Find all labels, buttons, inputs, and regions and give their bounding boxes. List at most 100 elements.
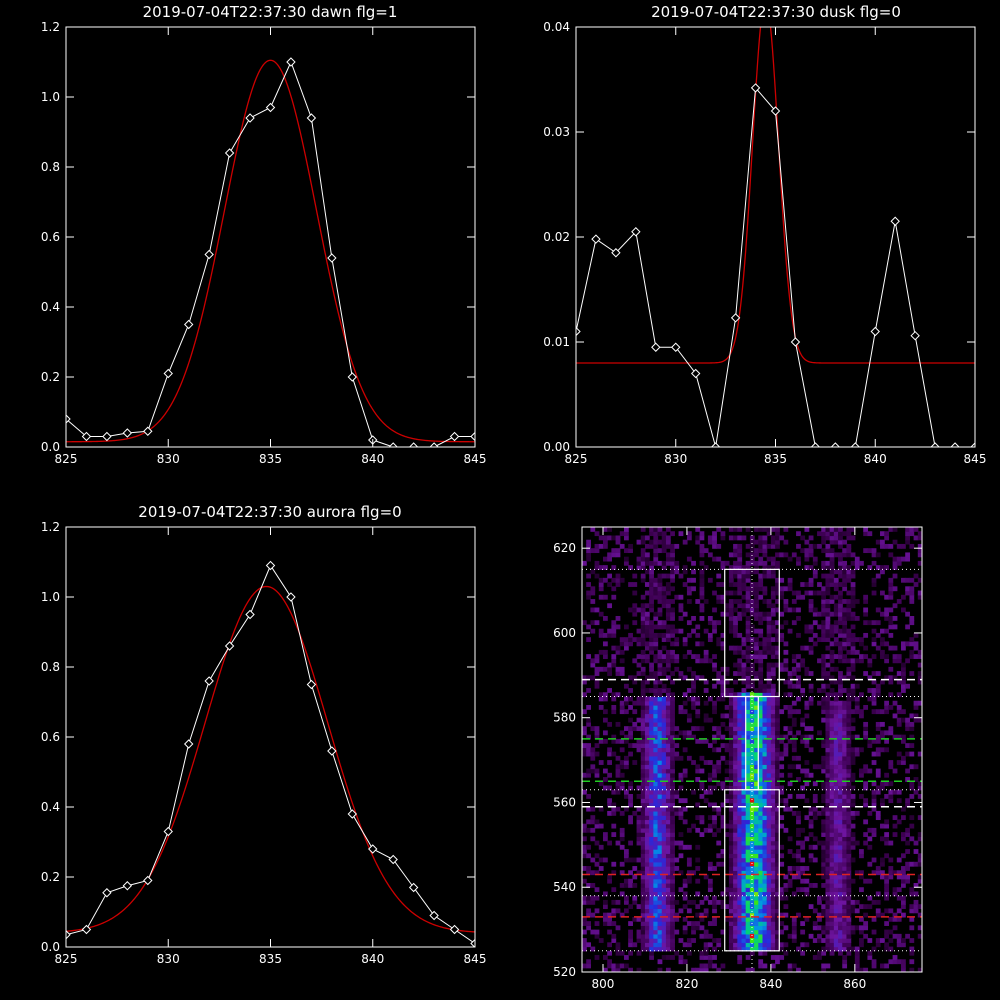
heatmap-cell (842, 827, 848, 833)
heatmap-cell (682, 565, 688, 570)
heatmap-cell (733, 802, 738, 808)
heatmap-cell (640, 785, 646, 791)
heatmap-cell (762, 560, 768, 566)
heatmap-cell (636, 556, 642, 562)
heatmap-cell (712, 916, 717, 922)
y-tick-label: 0.6 (41, 230, 60, 244)
heatmap-cell (821, 637, 827, 643)
heatmap-cell (661, 849, 667, 854)
heatmap-cell (796, 730, 801, 736)
heatmap-cell (775, 543, 780, 549)
heatmap-cell (749, 721, 755, 727)
heatmap-cell (640, 565, 646, 570)
heatmap-cell (829, 730, 835, 736)
heatmap-cell (665, 738, 671, 744)
heatmap-cell (875, 645, 881, 651)
heatmap-cell (867, 662, 873, 668)
heatmap-cell (670, 810, 675, 816)
heatmap-cell (770, 675, 776, 681)
heatmap-cell (808, 819, 814, 825)
heatmap-cell (913, 861, 919, 867)
heatmap-cell (817, 543, 822, 549)
heatmap-cell (644, 611, 650, 617)
heatmap-cell (779, 815, 785, 821)
heatmap-cell (821, 857, 827, 863)
heatmap-cell (775, 560, 780, 566)
heatmap-cell (749, 794, 755, 799)
heatmap-cell (762, 857, 768, 863)
heatmap-cell (850, 645, 856, 651)
heatmap-cell (884, 794, 890, 799)
heatmap-cell (733, 844, 738, 850)
heatmap-cell (594, 573, 600, 579)
heatmap-cell (846, 760, 852, 765)
heatmap-cell (665, 870, 671, 876)
heatmap-cell (665, 802, 671, 808)
data-point (710, 442, 721, 447)
heatmap-cell (724, 777, 730, 782)
heatmap-cell (787, 772, 793, 778)
heatmap-cell (796, 832, 801, 837)
heatmap-cell (699, 675, 705, 681)
heatmap-cell (863, 925, 869, 931)
heatmap-cell (661, 637, 667, 643)
heatmap-cell (859, 874, 864, 880)
heatmap-cell (716, 747, 722, 753)
heatmap-cell (674, 810, 680, 816)
heatmap-cell (728, 535, 734, 541)
heatmap-cell (640, 823, 646, 829)
heatmap-cell (884, 641, 890, 647)
heatmap-cell (582, 620, 587, 626)
heatmap-cell (728, 624, 734, 630)
heatmap-cell (875, 620, 881, 626)
heatmap-cell (766, 751, 772, 757)
heatmap-cell (775, 823, 780, 829)
heatmap-cell (644, 857, 650, 863)
heatmap-cell (859, 794, 864, 799)
heatmap-cell (838, 836, 843, 842)
heatmap-cell (653, 594, 659, 600)
heatmap-cell (775, 628, 780, 634)
heatmap-cell (678, 616, 684, 621)
heatmap-cell (867, 827, 873, 833)
heatmap-cell (695, 738, 701, 744)
heatmap-cell (754, 857, 759, 863)
heatmap-cell (644, 916, 650, 922)
heatmap-cell (582, 942, 587, 948)
heatmap-cell (775, 700, 780, 706)
heatmap-cell (653, 912, 659, 918)
heatmap-cell (766, 810, 772, 816)
heatmap-cell (590, 899, 596, 905)
heatmap-cell (582, 878, 587, 884)
heatmap-cell (884, 823, 890, 829)
heatmap-cell (741, 891, 747, 897)
heatmap-cell (754, 887, 759, 893)
heatmap-cell (737, 692, 743, 698)
heatmap-cell (892, 870, 898, 876)
heatmap-cell (644, 878, 650, 884)
heatmap-cell (901, 878, 906, 884)
heatmap-cell (602, 543, 608, 549)
heatmap-cell (846, 815, 852, 821)
heatmap-cell (850, 683, 856, 689)
heatmap-cell (758, 747, 764, 753)
heatmap-cell (628, 637, 633, 643)
heatmap-cell (892, 616, 898, 621)
heatmap-cell (737, 916, 743, 922)
data-point (81, 431, 92, 442)
heatmap-cell (875, 768, 881, 774)
heatmap-cell (582, 844, 587, 850)
heatmap-cell (602, 696, 608, 702)
x-tick-label: 845 (464, 452, 487, 466)
heatmap-cell (838, 921, 843, 926)
heatmap-cell (854, 840, 860, 846)
heatmap-cell (665, 844, 671, 850)
heatmap-cell (762, 616, 768, 621)
heatmap-cell (863, 599, 869, 604)
heatmap-cell (775, 789, 780, 795)
heatmap-cell (783, 925, 789, 931)
heatmap-cell (808, 832, 814, 837)
heatmap-cell (695, 527, 701, 532)
heatmap-cell (850, 899, 856, 905)
heatmap-cell (766, 760, 772, 765)
